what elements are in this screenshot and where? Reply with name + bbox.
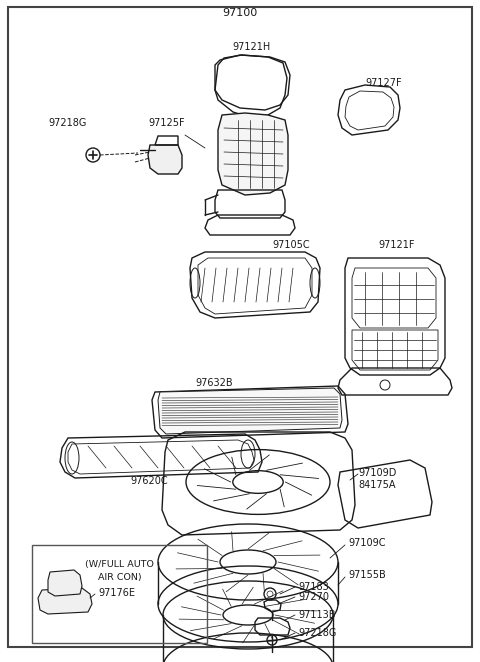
Text: 97125F: 97125F [148, 118, 185, 128]
Polygon shape [148, 145, 182, 174]
Text: 84175A: 84175A [358, 480, 396, 490]
Text: (W/FULL AUTO: (W/FULL AUTO [85, 560, 154, 569]
Text: 97105C: 97105C [272, 240, 310, 250]
Text: 97218G: 97218G [48, 118, 86, 128]
Text: 97155B: 97155B [348, 570, 386, 580]
Polygon shape [218, 113, 288, 195]
Polygon shape [38, 588, 92, 614]
Text: 97218G: 97218G [298, 628, 336, 638]
Text: AIR CON): AIR CON) [98, 573, 141, 582]
Text: 97113B: 97113B [298, 610, 336, 620]
Text: 97121H: 97121H [232, 42, 270, 52]
Text: 97183: 97183 [298, 582, 329, 592]
Polygon shape [48, 570, 82, 596]
Text: 97100: 97100 [222, 8, 258, 18]
Text: 97632B: 97632B [195, 378, 233, 388]
Text: 97127F: 97127F [365, 78, 402, 88]
Text: 97620C: 97620C [130, 476, 168, 486]
Polygon shape [158, 388, 342, 434]
Text: 97109C: 97109C [348, 538, 385, 548]
Text: 97109D: 97109D [358, 468, 396, 478]
Bar [32, 545, 207, 643]
Text: 97270: 97270 [298, 592, 329, 602]
Text: 97121F: 97121F [378, 240, 415, 250]
Text: 97176E: 97176E [98, 588, 135, 598]
